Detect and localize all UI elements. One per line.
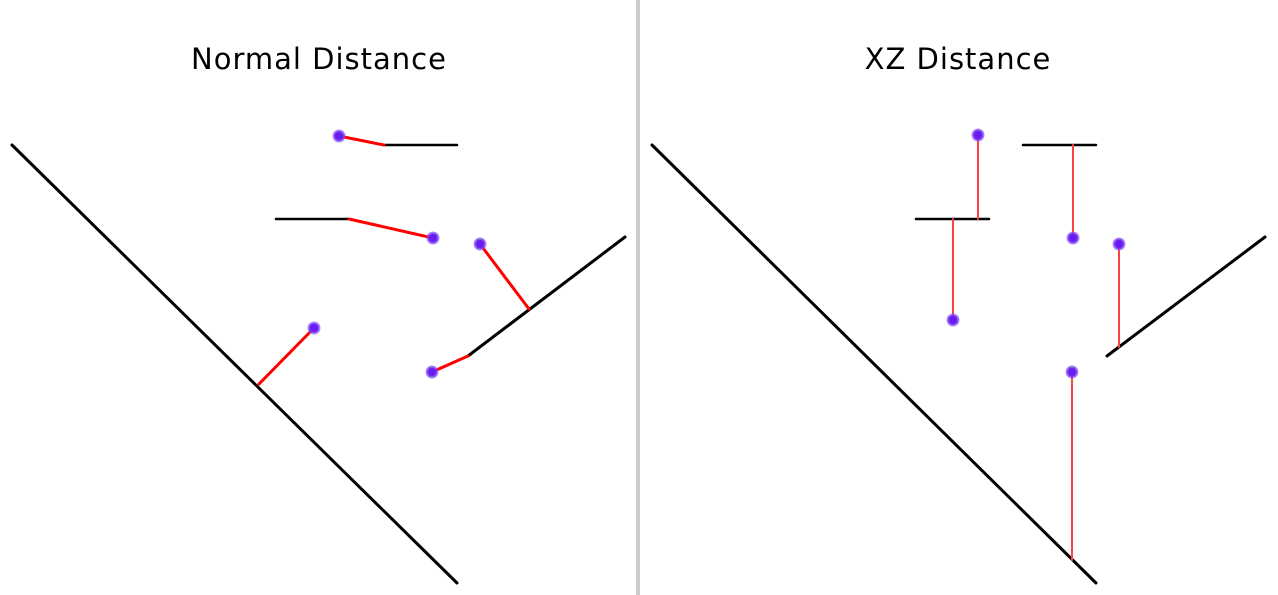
surface-slope — [466, 235, 627, 358]
surface-slope — [1105, 235, 1267, 358]
xz-distance-panel — [650, 128, 1267, 585]
distance-line — [478, 242, 531, 311]
point — [473, 237, 487, 251]
distance-line — [257, 326, 316, 386]
point — [307, 321, 321, 335]
point — [332, 129, 346, 143]
point — [1065, 365, 1079, 379]
panel-divider — [636, 0, 640, 595]
point — [1112, 237, 1126, 251]
xz-distance-title: XZ Distance — [864, 42, 1052, 76]
point — [425, 365, 439, 379]
point — [426, 231, 440, 245]
distance-line — [347, 217, 435, 240]
normal-distance-title: Normal Distance — [191, 42, 447, 76]
distance-line — [430, 354, 470, 374]
surface-diagonal — [650, 143, 1098, 585]
point — [1066, 231, 1080, 245]
surface-diagonal — [10, 143, 459, 585]
point — [971, 128, 985, 142]
normal-distance-panel — [10, 129, 627, 585]
point — [946, 313, 960, 327]
distance-line — [337, 134, 386, 147]
